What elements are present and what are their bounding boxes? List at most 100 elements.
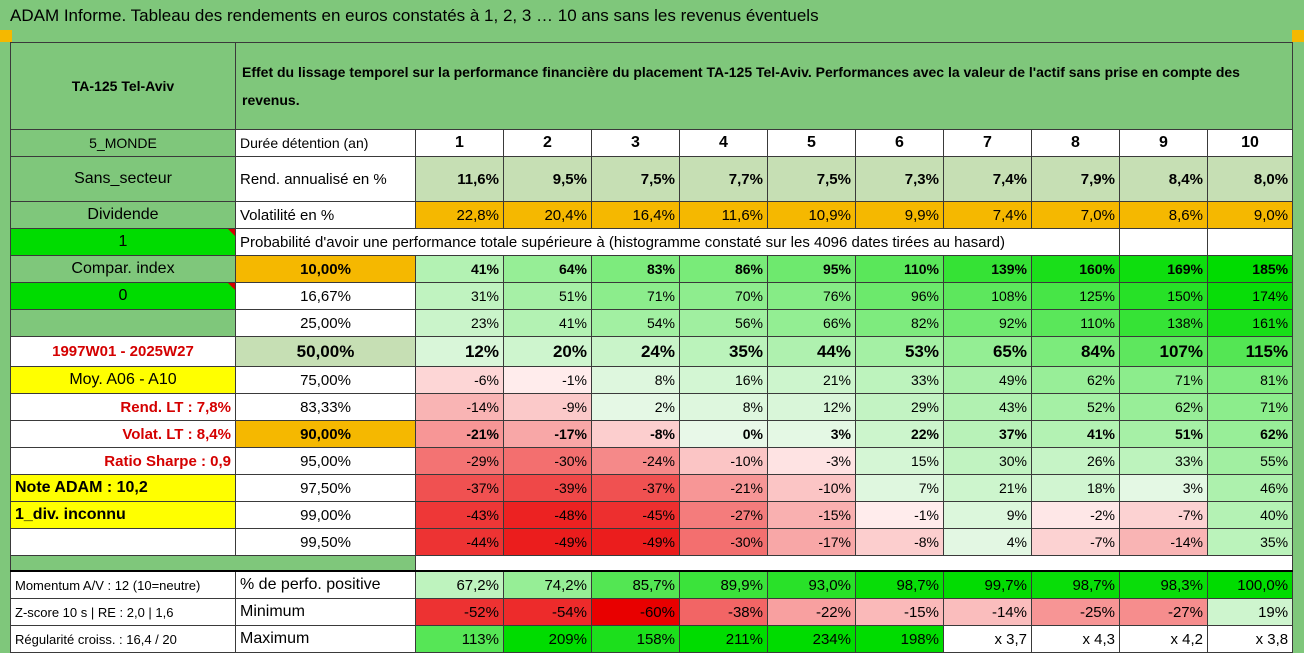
return-value: 7,4% xyxy=(943,156,1032,202)
positive-value: 89,9% xyxy=(679,570,768,599)
percentile-value: -14% xyxy=(415,393,504,421)
return-value: 8,4% xyxy=(1119,156,1208,202)
percentile-value: 115% xyxy=(1206,336,1294,367)
return-value: 7,9% xyxy=(1031,156,1120,202)
year-2: 2 xyxy=(503,129,592,157)
percentile-value: 62% xyxy=(1119,393,1208,421)
volatility-label: Volatilité en % xyxy=(235,201,416,229)
return-row: Sans_secteur Rend. annualisé en % 11,6% 9… xyxy=(10,156,1294,202)
percentile-value: 110% xyxy=(1031,309,1120,337)
volatility-value: 10,9% xyxy=(767,201,856,229)
percentile-label: 99,00% xyxy=(235,501,416,529)
percentile-value: 95% xyxy=(767,255,856,283)
percentile-value: 24% xyxy=(591,336,680,367)
percentile-value: 150% xyxy=(1119,282,1208,310)
percentile-value: -45% xyxy=(591,501,680,529)
flag-one: 1 xyxy=(10,228,236,256)
percentile-value: 12% xyxy=(767,393,856,421)
percentile-value: 40% xyxy=(1206,501,1294,529)
volatility-value: 16,4% xyxy=(591,201,680,229)
percentile-value: 33% xyxy=(855,366,944,394)
percentile-value: 20% xyxy=(503,336,592,367)
percentile-value: 33% xyxy=(1119,447,1208,475)
percentile-value: -1% xyxy=(503,366,592,394)
percentile-label: 50,00% xyxy=(235,336,416,367)
percentile-value: -30% xyxy=(503,447,592,475)
percentile-value: 41% xyxy=(415,255,504,283)
percentile-value: 71% xyxy=(591,282,680,310)
percentile-value: 71% xyxy=(1119,366,1208,394)
percentile-value: 41% xyxy=(503,309,592,337)
maximum-value: 209% xyxy=(503,625,592,653)
percentile-label: 25,00% xyxy=(235,309,416,337)
percentile-row: Moy. A06 - A10 75,00% -6% -1% 8% 16% 21% 33% 49%… xyxy=(10,366,1294,394)
percentile-value: 35% xyxy=(1206,528,1294,556)
return-label: Rend. annualisé en % xyxy=(235,156,416,202)
volatility-row: Dividende Volatilité en % 22,8% 20,4% 16,4… xyxy=(10,201,1294,229)
percentile-value: 92% xyxy=(943,309,1032,337)
return-value: 7,5% xyxy=(767,156,856,202)
percentile-value: 81% xyxy=(1206,366,1294,394)
percentile-value: 55% xyxy=(1206,447,1294,475)
percentile-value: -39% xyxy=(503,474,592,502)
percentile-value: 110% xyxy=(855,255,944,283)
percentile-value: 4% xyxy=(943,528,1032,556)
percentile-value: 8% xyxy=(591,366,680,394)
dividend-label: Dividende xyxy=(10,201,236,229)
percentile-value: 174% xyxy=(1206,282,1294,310)
minimum-value: -25% xyxy=(1031,598,1120,626)
percentile-value: -17% xyxy=(767,528,856,556)
percentile-value: 82% xyxy=(855,309,944,337)
volatility-value: 11,6% xyxy=(679,201,768,229)
percentile-value: 2% xyxy=(591,393,680,421)
percentile-value: -1% xyxy=(855,501,944,529)
percentile-value: -10% xyxy=(767,474,856,502)
percentile-value: 3% xyxy=(1119,474,1208,502)
year-5: 5 xyxy=(767,129,856,157)
return-value: 7,5% xyxy=(591,156,680,202)
volatility-value: 9,9% xyxy=(855,201,944,229)
percentile-value: -24% xyxy=(591,447,680,475)
percentile-value: 66% xyxy=(767,309,856,337)
positive-value: 98,3% xyxy=(1119,570,1208,599)
percentile-value: 86% xyxy=(679,255,768,283)
spacer-cell xyxy=(414,555,1294,572)
percentile-value: 160% xyxy=(1031,255,1120,283)
percentile-value: 51% xyxy=(503,282,592,310)
volatility-value: 9,0% xyxy=(1206,201,1294,229)
percentile-value: -30% xyxy=(679,528,768,556)
percentile-row: Volat. LT : 8,4% 90,00% -21% -17% -8% 0% 3% 22%… xyxy=(10,420,1294,448)
positive-value: 98,7% xyxy=(1031,570,1120,599)
percentile-row: Ratio Sharpe : 0,9 95,00% -29% -30% -24% -10%… xyxy=(10,447,1294,475)
percentile-value: 12% xyxy=(415,336,504,367)
zone-label: 5_MONDE xyxy=(10,129,236,157)
minimum-label: Minimum xyxy=(235,598,416,626)
percentile-value: 43% xyxy=(943,393,1032,421)
percentile-value: 21% xyxy=(767,366,856,394)
percentile-value: -14% xyxy=(1119,528,1208,556)
flag-zero: 0 xyxy=(10,282,236,310)
percentile-label: 75,00% xyxy=(235,366,416,394)
percentile-label: 95,00% xyxy=(235,447,416,475)
percentile-value: 62% xyxy=(1031,366,1120,394)
header-description: Effet du lissage temporel sur la perform… xyxy=(234,42,1294,130)
percentile-value: -10% xyxy=(679,447,768,475)
momentum-label: Momentum A/V : 12 (10=neutre) xyxy=(10,570,236,599)
percentile-value: -15% xyxy=(767,501,856,529)
percentile-value: 64% xyxy=(503,255,592,283)
minimum-value: -60% xyxy=(591,598,680,626)
percentile-value: 83% xyxy=(591,255,680,283)
percentile-value: 3% xyxy=(767,420,856,448)
year-3: 3 xyxy=(591,129,680,157)
report-title: ADAM Informe. Tableau des rendements en … xyxy=(10,6,819,25)
percentile-value: -7% xyxy=(1031,528,1120,556)
minimum-value: -54% xyxy=(503,598,592,626)
volatility-value: 22,8% xyxy=(415,201,504,229)
regularite-label: Régularité croiss. : 16,4 / 20 xyxy=(10,625,236,653)
percentile-row: Rend. LT : 7,8% 83,33% -14% -9% 2% 8% 12% 29% 43… xyxy=(10,393,1294,421)
corner-marker-left xyxy=(0,30,12,42)
percentile-value: 65% xyxy=(943,336,1032,367)
percentile-value: 138% xyxy=(1119,309,1208,337)
volat-lt-label: Volat. LT : 8,4% xyxy=(10,420,236,448)
percentile-value: 76% xyxy=(767,282,856,310)
